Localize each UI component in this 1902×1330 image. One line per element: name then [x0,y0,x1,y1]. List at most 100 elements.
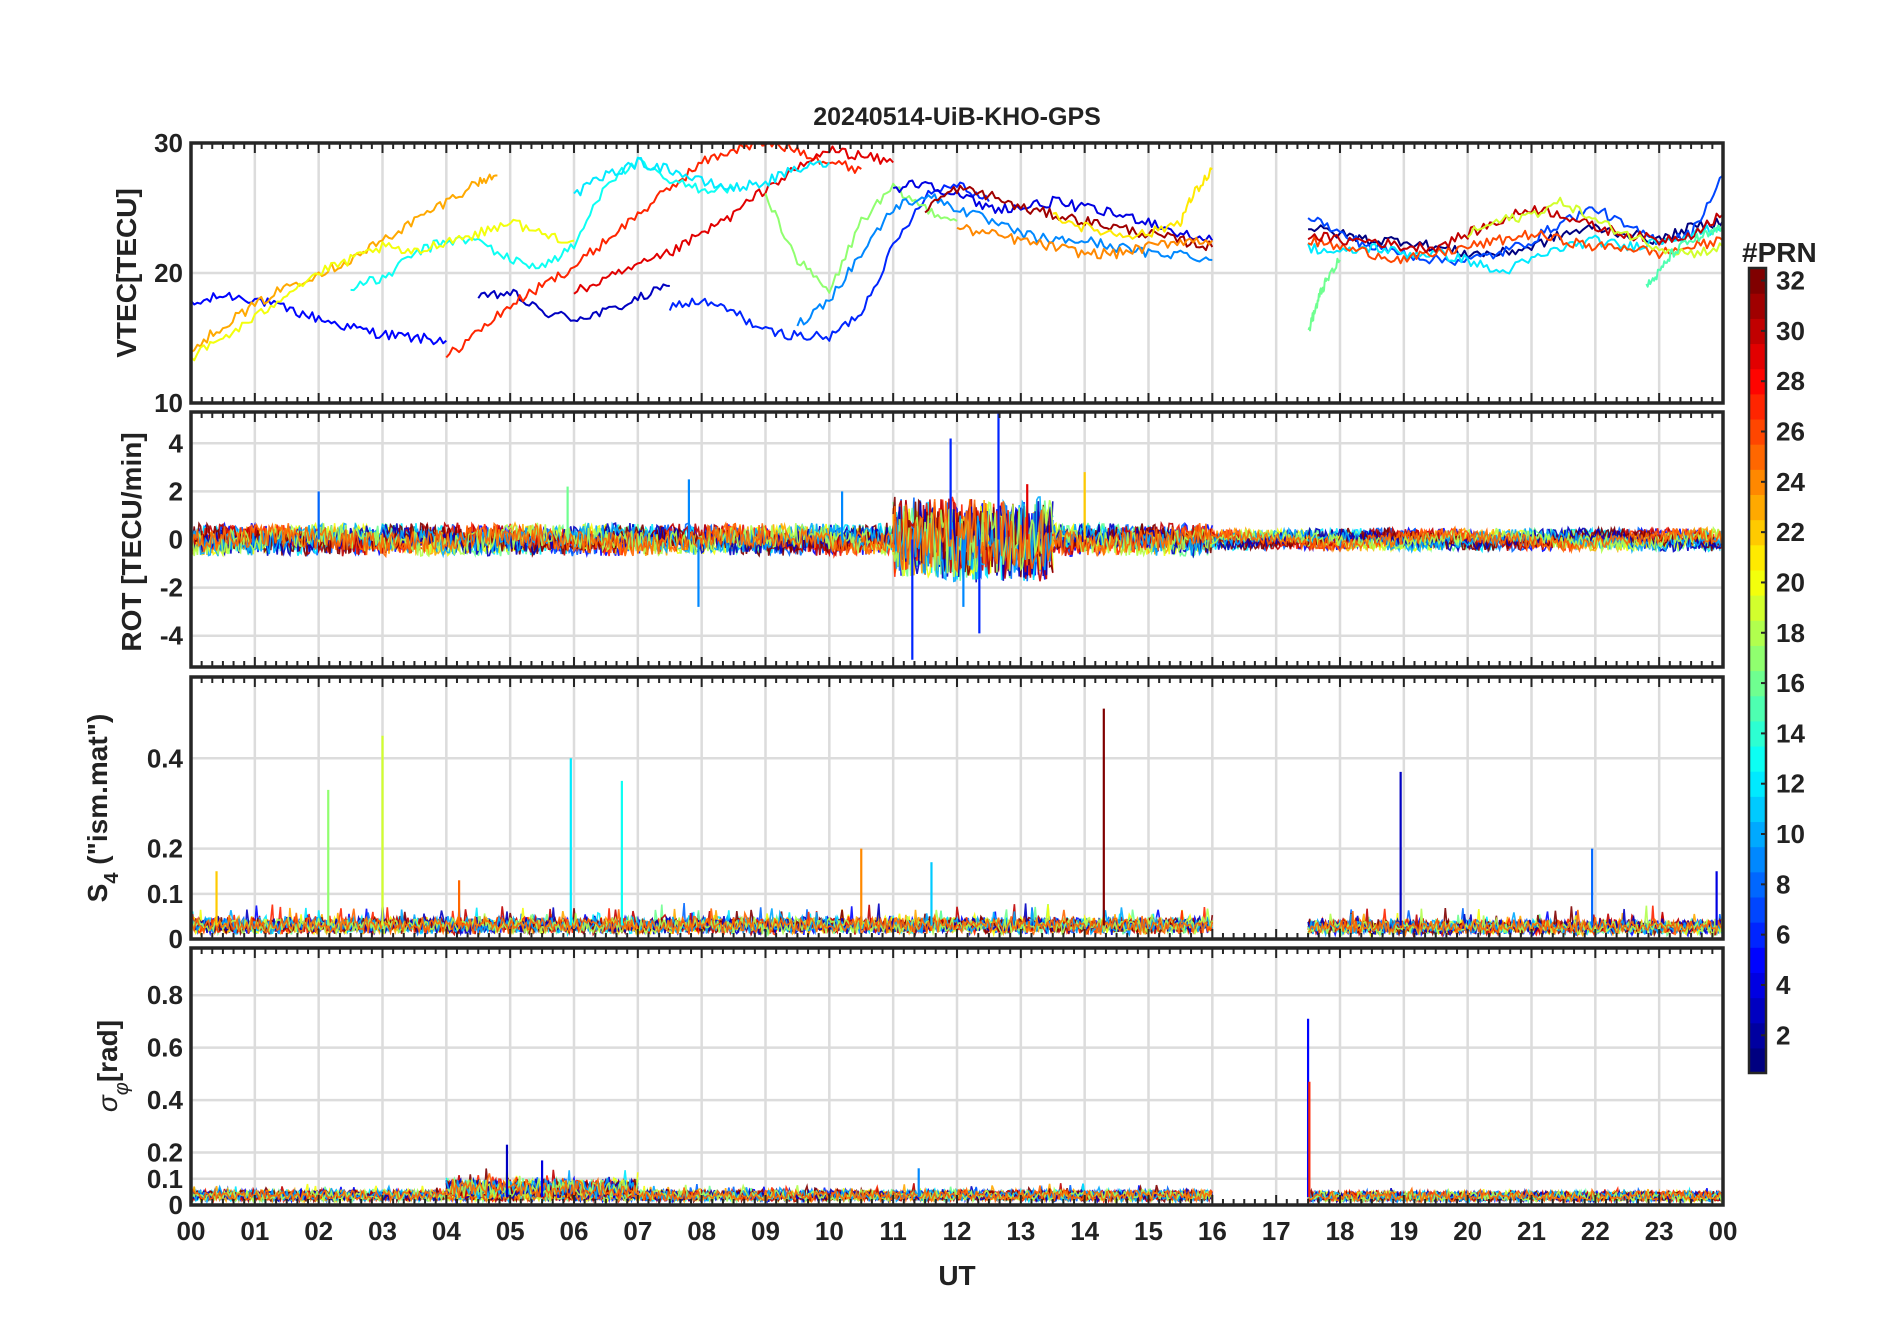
x-tick-label-14: 14 [1070,1216,1099,1246]
vtec-ytick-label-2: 30 [154,128,183,158]
s4-series-prn-18-seg0 [191,908,1214,937]
vtec-series-prn-12-17 [1307,224,1723,275]
colorbar-bin-32 [1749,268,1766,294]
colorbar-tick-label-1: 4 [1776,970,1791,1000]
colorbar-bin-4 [1749,972,1766,999]
colorbar-bin-17 [1749,645,1766,672]
x-tick-label-3: 03 [368,1216,397,1246]
colorbar-bin-28 [1749,368,1766,395]
sigma-ylabel-rest: [rad] [92,1020,123,1082]
x-tick-label-16: 16 [1198,1216,1227,1246]
colorbar-bin-30 [1749,318,1766,345]
colorbar-tick-label-14: 30 [1776,316,1805,346]
x-tick-label-20: 20 [1453,1216,1482,1246]
colorbar-tick-label-10: 22 [1776,517,1805,547]
rot-axes-border [189,410,1725,669]
s4-ytick-label-3: 0.4 [147,743,184,773]
vtec-series-prn-27-3 [445,143,862,359]
colorbar-bin-12 [1749,771,1766,797]
colorbar-bin-24 [1749,469,1766,496]
sigma-ytick-label-4: 0.6 [147,1033,183,1063]
s4-plot-area [191,708,1723,939]
colorbar-tick-label-7: 16 [1776,668,1805,698]
colorbar-bin-8 [1749,871,1766,898]
sigma-ytick-label-5: 0.8 [147,980,183,1010]
vtec-series-prn-20-8 [191,218,575,362]
x-tick-label-6: 06 [560,1216,589,1246]
rot-ytick-label-1: -2 [160,573,183,603]
vtec-series-prn-24-14 [956,224,1214,260]
x-tick-label-21: 21 [1517,1216,1546,1246]
x-tick-label-7: 07 [623,1216,652,1246]
colorbar-tick-label-3: 8 [1776,869,1790,899]
vtec-series-prn-21-13 [1052,167,1213,240]
x-tick-label-8: 08 [687,1216,716,1246]
x-tick-label-13: 13 [1006,1216,1035,1246]
sigma-ytick-label-3: 0.4 [147,1085,184,1115]
colorbar-tick-label-0: 2 [1776,1020,1790,1050]
colorbar-tick-label-11: 24 [1776,467,1805,497]
x-tick-label-2: 02 [304,1216,333,1246]
x-tick-label-9: 09 [751,1216,780,1246]
sigma-panel: 00.10.2 0.4 0.6 0.8 [147,946,1725,1220]
colorbar-bin-9 [1749,846,1766,873]
colorbar-bin-22 [1749,519,1766,546]
s4-series-prn-25-seg1 [1307,909,1723,938]
colorbar-bin-14 [1749,720,1766,747]
sigma-ytick-label-1: 0.1 [147,1164,183,1194]
x-axis-title: UT [938,1260,975,1291]
vtec-series-prn-29-6 [573,145,894,295]
figure-title: 20240514-UiB-KHO-GPS [813,103,1101,131]
rot-series-prn-25-seg2 [1211,527,1309,552]
rot-series-prn-30-seg3 [1307,525,1723,552]
sigma-ylabel-main: σ [92,1094,123,1112]
rot-series-prn-18-seg3 [1307,526,1723,555]
sigma-ytick-label-2: 0.2 [147,1138,183,1168]
sigma-ylabel: σφ[rad] [92,1020,133,1112]
colorbar-bin-31 [1749,293,1766,319]
colorbar-bin-6 [1749,922,1766,948]
vtec-series-prn-31-12 [924,184,1214,252]
vtec-series-prn-26-18 [1307,229,1723,265]
x-tick-labels: 00 01 02 03 04 05 06 07 08 09 10 11 12 13 14 15 16 17 18 19… [177,1216,1738,1246]
colorbar-bin-25 [1749,444,1766,470]
s4-panel: 0 0.1 0.2 0.4 [147,675,1725,954]
s4-ylabel-rest: ("ism.mat") [82,714,113,873]
vtec-axes-border [189,141,1725,405]
vtec-series-prn-15-22 [1645,224,1723,288]
colorbar-bin-16 [1749,670,1766,697]
s4-ytick-label-0: 0 [169,924,183,954]
rot-ylabel: ROT [TECU/min] [116,432,147,651]
rot-series-prn-25-seg3 [1307,525,1723,555]
sigma-ylabel-sub: φ [111,1082,133,1095]
vtec-ytick-label-0: 10 [154,388,183,418]
vtec-ylabel: VTEC[TECU] [111,188,142,358]
colorbar-bin-26 [1749,418,1766,445]
s4-ylabel: S4 ("ism.mat") [82,714,123,903]
s4-ytick-label-2: 0.2 [147,834,183,864]
colorbar-tick-label-12: 26 [1776,417,1805,447]
sigma-ytick-label-0: 0 [169,1190,183,1220]
colorbar-bin-13 [1749,745,1766,772]
rot-ytick-label-0: -4 [160,621,184,651]
colorbar-tick-label-8: 18 [1776,618,1805,648]
rot-ytick-label-2: 0 [169,525,183,555]
vtec-plot-area [191,143,1723,362]
vtec-series-prn-19-21 [1466,196,1723,259]
colorbar-tick-label-4: 10 [1776,819,1805,849]
colorbar-border [1747,266,1768,1075]
colorbar-bin-1 [1749,1047,1766,1074]
colorbar-bin-18 [1749,620,1766,646]
colorbar-tick-label-9: 20 [1776,567,1805,597]
colorbar-title: #PRN [1742,237,1817,268]
x-tick-label-18: 18 [1326,1216,1355,1246]
s4-axes-border [189,675,1725,941]
colorbar-tick-label-13: 28 [1776,366,1805,396]
vtec-series-prn-23-4 [191,173,498,353]
colorbar-bin-23 [1749,494,1766,521]
colorbar-bin-10 [1749,821,1766,848]
colorbar-bin-19 [1749,595,1766,621]
vtec-panel: 10 20 30 [154,128,1725,418]
s4-series-prn-25-seg0 [191,908,1214,937]
